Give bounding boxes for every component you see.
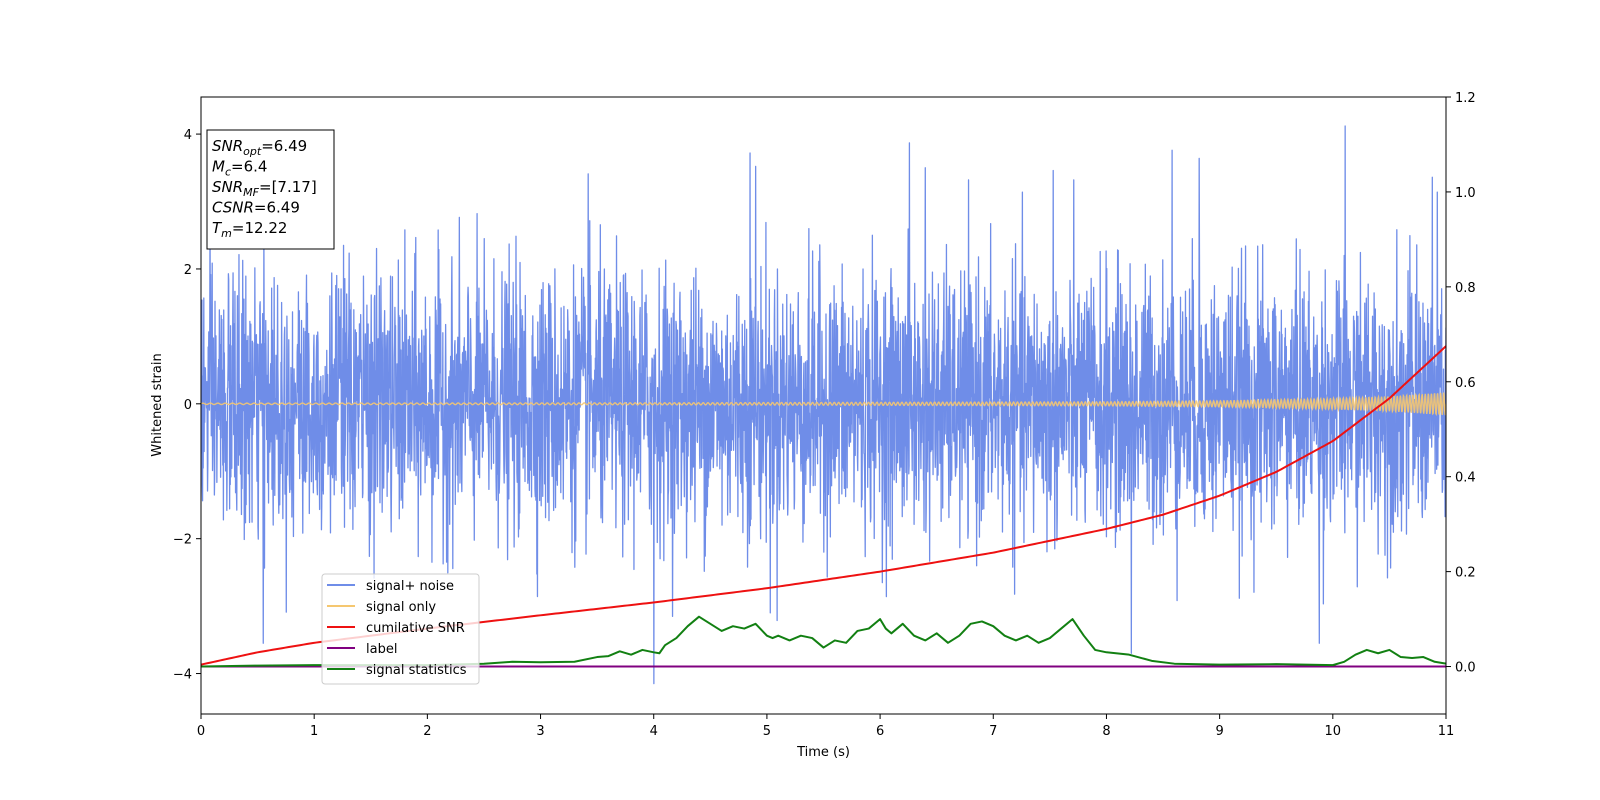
x-axis: 0 1 2 3 4 5 6 7 8 9 10 11	[197, 714, 1454, 739]
x-tick-label: 2	[423, 724, 431, 739]
series-signal-statistics	[201, 615, 1446, 668]
y-tick-label-right: 0.8	[1455, 281, 1476, 296]
series-signal-only	[201, 392, 1446, 417]
legend-item: signal+ noise	[327, 579, 454, 594]
y-tick-label-left: 0	[184, 398, 192, 413]
legend-label: signal only	[366, 600, 436, 615]
y-tick-label-left: 4	[184, 128, 192, 143]
y-axis-label: Whitened strain	[150, 353, 165, 456]
y-axis-right: 0.0 0.2 0.4 0.6 0.8 1.0 1.2	[1446, 91, 1476, 676]
legend-item: cumilative SNR	[327, 621, 465, 636]
info-box-line: Tm=12.22	[212, 219, 287, 240]
legend-label: signal statistics	[366, 663, 467, 678]
legend-label: label	[366, 642, 397, 657]
y-tick-label-left: −4	[173, 668, 192, 683]
info-box-frame	[206, 129, 335, 250]
info-box-line: SNRMF=[7.17]	[212, 178, 317, 199]
legend-item: label	[327, 642, 397, 657]
y-tick-label-right: 0.0	[1455, 661, 1476, 676]
legend-item: signal only	[327, 600, 436, 615]
x-tick-label: 4	[650, 724, 658, 739]
x-axis-label: Time (s)	[796, 745, 850, 760]
legend-label: cumilative SNR	[366, 621, 465, 636]
y-tick-label-right: 0.2	[1455, 566, 1476, 581]
x-tick-label: 9	[1215, 724, 1223, 739]
legend-frame	[321, 573, 480, 685]
x-tick-label: 11	[1438, 724, 1455, 739]
y-tick-label-right: 0.6	[1455, 376, 1476, 391]
x-tick-label: 0	[197, 724, 205, 739]
legend: signal+ noise signal only cumilative SNR la…	[321, 573, 480, 685]
series-signal-plus-noise	[201, 125, 1446, 685]
legend-item: signal statistics	[327, 663, 467, 678]
x-tick-label: 5	[763, 724, 771, 739]
y-tick-label-right: 1.0	[1455, 186, 1476, 201]
y-tick-label-right: 0.4	[1455, 471, 1476, 486]
x-tick-label: 7	[989, 724, 997, 739]
plot-frame	[200, 96, 1447, 715]
x-tick-label: 1	[310, 724, 318, 739]
x-tick-label: 8	[1102, 724, 1110, 739]
y-tick-label-right: 1.2	[1455, 91, 1476, 106]
y-tick-label-left: −2	[173, 533, 192, 548]
x-tick-label: 3	[536, 724, 544, 739]
y-tick-label-left: 2	[184, 263, 192, 278]
legend-label: signal+ noise	[366, 579, 454, 594]
info-box-line: Mc=6.4	[212, 158, 267, 179]
y-axis-left: −4 −2 0 2 4	[173, 128, 201, 683]
info-box-line: CSNR=6.49	[212, 199, 300, 217]
x-tick-label: 10	[1325, 724, 1342, 739]
info-box-line: SNRopt=6.49	[212, 137, 307, 158]
x-tick-label: 6	[876, 724, 884, 739]
